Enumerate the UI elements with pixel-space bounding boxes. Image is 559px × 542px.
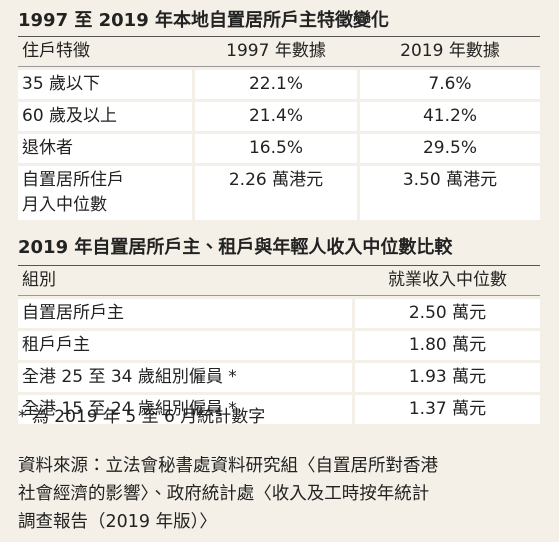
table-cell: 22.1% xyxy=(195,70,357,99)
table-row: 租戶戶主 1.80 萬元 xyxy=(18,331,540,360)
table-cell: 29.5% xyxy=(360,134,540,163)
table-row: 60 歲及以上 21.4% 41.2% xyxy=(18,102,540,131)
table-cell: 全港 15 至 24 歲組別僱員 * xyxy=(18,395,352,424)
source-line: 調查報告（2019 年版）〉 xyxy=(18,512,217,532)
table-cell: 60 歲及以上 xyxy=(18,102,192,131)
table-title: 1997 至 2019 年本地自置居所戶主特徵變化 xyxy=(18,10,389,31)
table-cell: 自置居所住戶 月入中位數 xyxy=(18,166,192,220)
table-row: 自置居所住戶 月入中位數 2.26 萬港元 3.50 萬港元 xyxy=(18,166,540,220)
table-row: 自置居所戶主 2.50 萬元 xyxy=(18,299,540,328)
table: 組別 就業收入中位數 自置居所戶主 2.50 萬元 租戶戶主 1.80 萬元 全港 25 至… xyxy=(18,265,540,427)
source-line: 資料來源：立法會秘書處資料研究組〈自置居所對香港 xyxy=(18,456,438,476)
table-cell: 全港 25 至 34 歲組別僱員 * xyxy=(18,363,352,392)
table-cell: 21.4% xyxy=(195,102,357,131)
table-cell: 租戶戶主 xyxy=(18,331,352,360)
table-cell: 3.50 萬港元 xyxy=(360,166,540,220)
table-title: 2019 年自置居所戶主、租戶與年輕人收入中位數比較 xyxy=(18,237,453,258)
table: 住戶特徵 1997 年數據 2019 年數據 35 歲以下 22.1% 7.6% 60 歲及… xyxy=(18,36,540,223)
table-cell: 16.5% xyxy=(195,134,357,163)
header-cell: 1997 年數據 xyxy=(226,41,326,61)
header-row: 住戶特徵 1997 年數據 2019 年數據 xyxy=(18,36,540,67)
table-cell: 35 歲以下 xyxy=(18,70,192,99)
table-cell: 1.37 萬元 xyxy=(355,395,540,424)
source-line: 社會經濟的影響〉、政府統計處〈收入及工時按年統計 xyxy=(18,484,430,504)
table-cell: 1.93 萬元 xyxy=(355,363,540,392)
header-cell: 組別 xyxy=(22,270,56,290)
header-row: 組別 就業收入中位數 xyxy=(18,265,540,296)
table-cell: 自置居所戶主 xyxy=(18,299,352,328)
header-cell: 住戶特徵 xyxy=(22,41,90,61)
footnote: * 為 2019 年 5 至 6 月統計數字 xyxy=(18,407,266,427)
table-cell: 2.50 萬元 xyxy=(355,299,540,328)
table-cell: 1.80 萬元 xyxy=(355,331,540,360)
table-cell: 退休者 xyxy=(18,134,192,163)
table-cell: 2.26 萬港元 xyxy=(195,166,357,220)
table-row: 退休者 16.5% 29.5% xyxy=(18,134,540,163)
table-row: 全港 15 至 24 歲組別僱員 * 1.37 萬元 xyxy=(18,395,540,424)
table-cell: 41.2% xyxy=(360,102,540,131)
table-cell: 7.6% xyxy=(360,70,540,99)
table-row: 全港 25 至 34 歲組別僱員 * 1.93 萬元 xyxy=(18,363,540,392)
table-row: 35 歲以下 22.1% 7.6% xyxy=(18,70,540,99)
source: 資料來源：立法會秘書處資料研究組〈自置居所對香港 社會經濟的影響〉、政府統計處〈收… xyxy=(18,452,438,536)
header-cell: 2019 年數據 xyxy=(400,41,500,61)
header-cell: 就業收入中位數 xyxy=(388,270,507,290)
